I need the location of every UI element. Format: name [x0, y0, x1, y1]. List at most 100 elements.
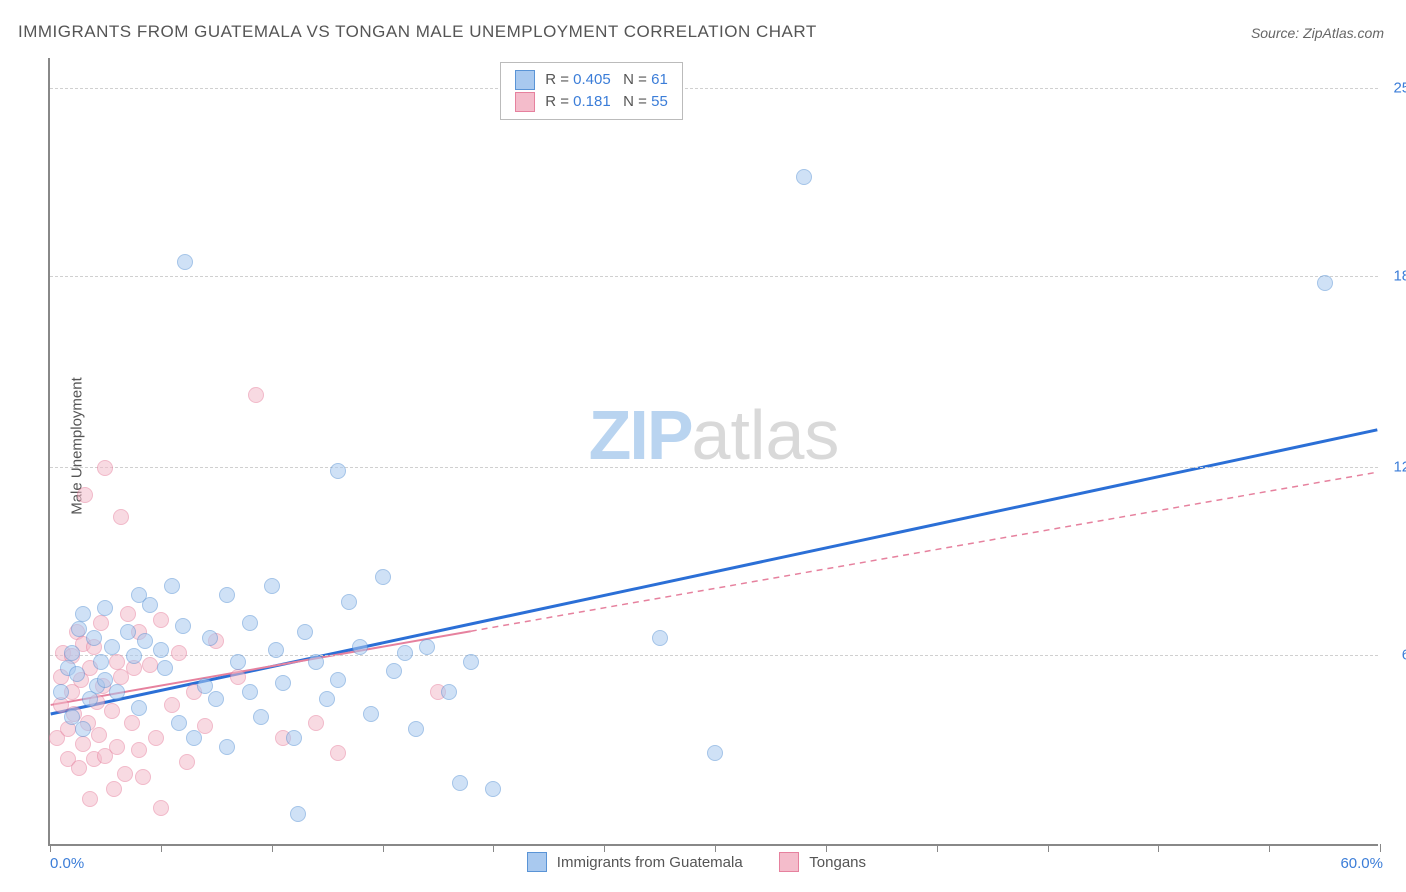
data-point: [131, 700, 147, 716]
data-point: [375, 569, 391, 585]
watermark-atlas: atlas: [692, 396, 840, 474]
x-tick: [937, 844, 938, 852]
data-point: [153, 612, 169, 628]
x-tick: [1048, 844, 1049, 852]
source-link[interactable]: ZipAtlas.com: [1303, 25, 1384, 41]
data-point: [86, 630, 102, 646]
legend-swatch: [515, 92, 535, 112]
data-point: [330, 745, 346, 761]
watermark-zip: ZIP: [589, 396, 692, 474]
data-point: [131, 742, 147, 758]
data-point: [175, 618, 191, 634]
data-point: [419, 639, 435, 655]
x-tick: [604, 844, 605, 852]
data-point: [113, 509, 129, 525]
data-point: [104, 639, 120, 655]
data-point: [91, 727, 107, 743]
source-label: Source:: [1251, 25, 1299, 41]
data-point: [157, 660, 173, 676]
data-point: [485, 781, 501, 797]
y-tick-label: 25.0%: [1393, 80, 1406, 97]
data-point: [1317, 275, 1333, 291]
data-point: [242, 684, 258, 700]
legend-swatch: [515, 70, 535, 90]
data-point: [164, 578, 180, 594]
data-point: [441, 684, 457, 700]
gridline: [50, 467, 1378, 468]
x-tick: [493, 844, 494, 852]
data-point: [93, 654, 109, 670]
data-point: [97, 600, 113, 616]
data-point: [153, 800, 169, 816]
data-point: [75, 606, 91, 622]
y-tick-label: 12.5%: [1393, 459, 1406, 476]
y-tick-label: 6.3%: [1402, 647, 1406, 664]
data-point: [109, 684, 125, 700]
plot-area: ZIPatlas 6.3%12.5%18.8%25.0%0.0%60.0%: [48, 58, 1378, 846]
data-point: [408, 721, 424, 737]
data-point: [104, 703, 120, 719]
data-point: [186, 730, 202, 746]
data-point: [109, 654, 125, 670]
data-point: [707, 745, 723, 761]
data-point: [202, 630, 218, 646]
data-point: [463, 654, 479, 670]
data-point: [297, 624, 313, 640]
x-tick: [161, 844, 162, 852]
data-point: [319, 691, 335, 707]
data-point: [286, 730, 302, 746]
data-point: [120, 606, 136, 622]
data-point: [93, 615, 109, 631]
data-point: [171, 645, 187, 661]
data-point: [71, 621, 87, 637]
data-point: [69, 666, 85, 682]
gridline: [50, 88, 1378, 89]
data-point: [253, 709, 269, 725]
data-point: [117, 766, 133, 782]
data-point: [126, 648, 142, 664]
watermark: ZIPatlas: [589, 395, 840, 475]
data-point: [219, 587, 235, 603]
data-point: [135, 769, 151, 785]
data-point: [330, 672, 346, 688]
trend-lines: [50, 58, 1378, 844]
data-point: [106, 781, 122, 797]
data-point: [75, 721, 91, 737]
data-point: [75, 736, 91, 752]
data-point: [208, 691, 224, 707]
data-point: [124, 715, 140, 731]
x-tick: [1158, 844, 1159, 852]
x-tick: [272, 844, 273, 852]
data-point: [77, 487, 93, 503]
x-tick: [1269, 844, 1270, 852]
legend-stat-text: R = 0.405 N = 61: [545, 69, 668, 91]
data-point: [53, 684, 69, 700]
data-point: [264, 578, 280, 594]
series-legend-item: Immigrants from Guatemala: [527, 852, 743, 872]
legend-label: Immigrants from Guatemala: [557, 854, 743, 871]
trend-line: [51, 430, 1378, 714]
data-point: [796, 169, 812, 185]
y-tick-label: 18.8%: [1393, 268, 1406, 285]
stats-legend-row: R = 0.181 N = 55: [515, 91, 668, 113]
data-point: [341, 594, 357, 610]
data-point: [82, 791, 98, 807]
data-point: [308, 654, 324, 670]
data-point: [142, 597, 158, 613]
legend-label: Tongans: [809, 854, 866, 871]
data-point: [219, 739, 235, 755]
legend-stat-text: R = 0.181 N = 55: [545, 91, 668, 113]
data-point: [290, 806, 306, 822]
x-tick: [715, 844, 716, 852]
gridline: [50, 276, 1378, 277]
data-point: [230, 654, 246, 670]
data-point: [120, 624, 136, 640]
data-point: [137, 633, 153, 649]
data-point: [177, 254, 193, 270]
x-tick: [383, 844, 384, 852]
data-point: [230, 669, 246, 685]
stats-legend-row: R = 0.405 N = 61: [515, 69, 668, 91]
data-point: [148, 730, 164, 746]
data-point: [397, 645, 413, 661]
data-point: [652, 630, 668, 646]
